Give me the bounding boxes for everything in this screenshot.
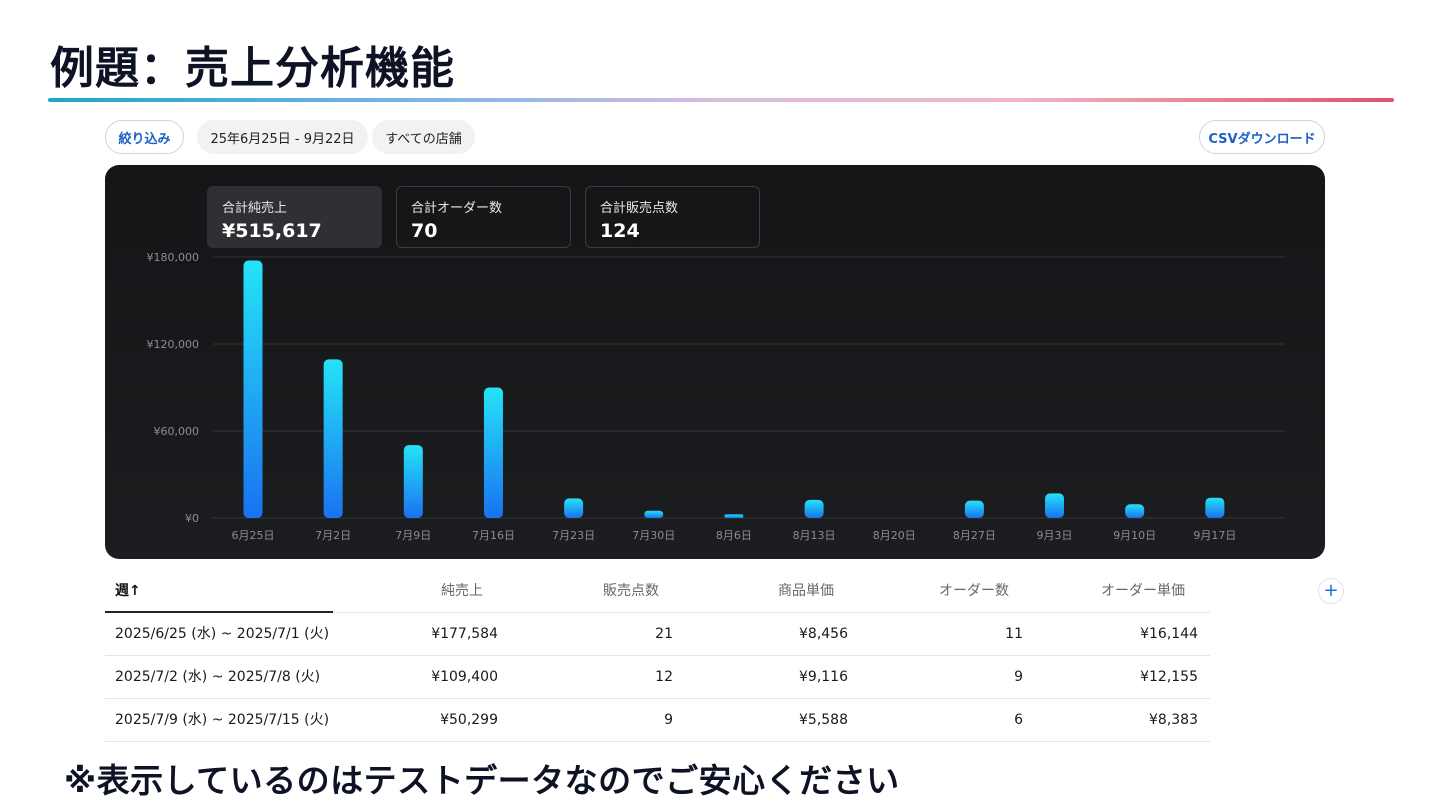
filter-toolbar: 絞り込み 25年6月25日 - 9月22日 すべての店舗 CSVダウンロード <box>105 120 1325 154</box>
cell-week: 2025/7/9 (水) ~ 2025/7/15 (火) <box>115 712 330 728</box>
x-tick-label: 9月17日 <box>1193 529 1236 542</box>
cell-week: 2025/7/2 (水) ~ 2025/7/8 (火) <box>115 669 321 685</box>
chart-bar[interactable] <box>1045 493 1065 518</box>
metric-label: 合計販売点数 <box>600 201 679 216</box>
chart-bar[interactable] <box>483 387 503 519</box>
table-row[interactable]: 2025/6/25 (水) ~ 2025/7/1 (火) ¥177,584 21… <box>105 613 1210 656</box>
column-header-order-value[interactable]: オーダー単価 <box>1101 583 1185 599</box>
chart-bar[interactable] <box>323 359 343 518</box>
y-tick-label: ¥60,000 <box>154 425 200 438</box>
metric-label: 合計純売上 <box>222 201 288 216</box>
x-tick-label: 9月10日 <box>1113 529 1156 542</box>
chart-bar[interactable] <box>1125 504 1145 518</box>
metric-card-items-sold[interactable]: 合計販売点数 124 <box>585 186 760 248</box>
column-header-orders[interactable]: オーダー数 <box>939 583 1009 599</box>
cell-orders: 6 <box>1014 712 1023 728</box>
sort-indicator <box>105 611 333 613</box>
column-header-week[interactable]: 週↑ <box>115 583 141 599</box>
x-tick-label: 8月20日 <box>873 529 916 542</box>
x-tick-label: 8月6日 <box>716 529 752 542</box>
chart-bar[interactable] <box>804 499 824 518</box>
store-chip[interactable]: すべての店舗 <box>372 120 475 154</box>
cell-orders: 11 <box>1005 626 1023 642</box>
title-divider <box>48 98 1394 102</box>
metric-value: 70 <box>411 220 438 242</box>
table-row[interactable]: 2025/7/2 (水) ~ 2025/7/8 (火) ¥109,400 12 … <box>105 656 1210 699</box>
cell-items-sold: 9 <box>664 712 673 728</box>
x-tick-label: 7月16日 <box>472 529 515 542</box>
chart-bar[interactable] <box>564 498 584 518</box>
y-tick-label: ¥0 <box>185 512 199 525</box>
chart-bar[interactable] <box>1205 497 1225 518</box>
table-row[interactable]: 2025/7/9 (水) ~ 2025/7/15 (火) ¥50,299 9 ¥… <box>105 699 1210 742</box>
column-header-net-sales[interactable]: 純売上 <box>441 583 483 599</box>
cell-order-value: ¥16,144 <box>1140 626 1198 642</box>
cell-net-sales: ¥50,299 <box>440 712 498 728</box>
cell-order-value: ¥8,383 <box>1149 712 1198 728</box>
x-tick-label: 6月25日 <box>232 529 275 542</box>
x-tick-label: 8月13日 <box>793 529 836 542</box>
metric-card-net-sales[interactable]: 合計純売上 ¥515,617 <box>207 186 382 248</box>
x-tick-label: 7月30日 <box>632 529 675 542</box>
cell-net-sales: ¥177,584 <box>431 626 498 642</box>
chart-bar[interactable] <box>403 445 423 518</box>
column-header-items-sold[interactable]: 販売点数 <box>603 583 659 599</box>
cell-items-sold: 21 <box>655 626 673 642</box>
sales-chart-panel: ¥0 ¥60,000 ¥120,000 ¥180,000 6月25日 7月2日 7月9日 7月… <box>105 165 1325 559</box>
date-range-chip[interactable]: 25年6月25日 - 9月22日 <box>197 120 368 154</box>
plus-icon[interactable]: + <box>1318 578 1344 604</box>
cell-orders: 9 <box>1014 669 1023 685</box>
column-header-unit-price[interactable]: 商品単価 <box>778 583 834 599</box>
cell-unit-price: ¥9,116 <box>799 669 848 685</box>
chart-bar[interactable] <box>644 510 664 518</box>
metric-label: 合計オーダー数 <box>411 201 503 216</box>
cell-unit-price: ¥5,588 <box>799 712 848 728</box>
weekly-sales-table: 週↑ 純売上 販売点数 商品単価 オーダー数 オーダー単価 2025/6/25 … <box>105 570 1210 742</box>
x-tick-label: 9月3日 <box>1037 529 1073 542</box>
page-title: 例題：売上分析機能 <box>50 43 455 94</box>
chart-bar[interactable] <box>724 514 744 518</box>
table-header-row: 週↑ 純売上 販売点数 商品単価 オーダー数 オーダー単価 <box>105 570 1210 613</box>
y-tick-label: ¥120,000 <box>147 338 200 351</box>
chart-bar[interactable] <box>243 260 263 518</box>
footnote: ※表示しているのはテストデータなのでご安心ください <box>64 761 900 800</box>
x-tick-label: 8月27日 <box>953 529 996 542</box>
cell-items-sold: 12 <box>655 669 673 685</box>
cell-unit-price: ¥8,456 <box>799 626 848 642</box>
y-tick-label: ¥180,000 <box>147 251 200 264</box>
filter-button[interactable]: 絞り込み <box>105 120 184 154</box>
sales-bar-chart: ¥0 ¥60,000 ¥120,000 ¥180,000 6月25日 7月2日 7月9日 7月… <box>147 251 1285 542</box>
metric-value: ¥515,617 <box>222 220 322 242</box>
cell-week: 2025/6/25 (水) ~ 2025/7/1 (火) <box>115 626 330 642</box>
cell-net-sales: ¥109,400 <box>431 669 498 685</box>
x-tick-label: 7月23日 <box>552 529 595 542</box>
chart-bar[interactable] <box>964 500 984 518</box>
x-tick-label: 7月2日 <box>315 529 351 542</box>
csv-download-button[interactable]: CSVダウンロード <box>1199 120 1325 154</box>
x-tick-label: 7月9日 <box>395 529 431 542</box>
cell-order-value: ¥12,155 <box>1140 669 1198 685</box>
metric-value: 124 <box>600 220 640 242</box>
metric-card-orders[interactable]: 合計オーダー数 70 <box>396 186 571 248</box>
